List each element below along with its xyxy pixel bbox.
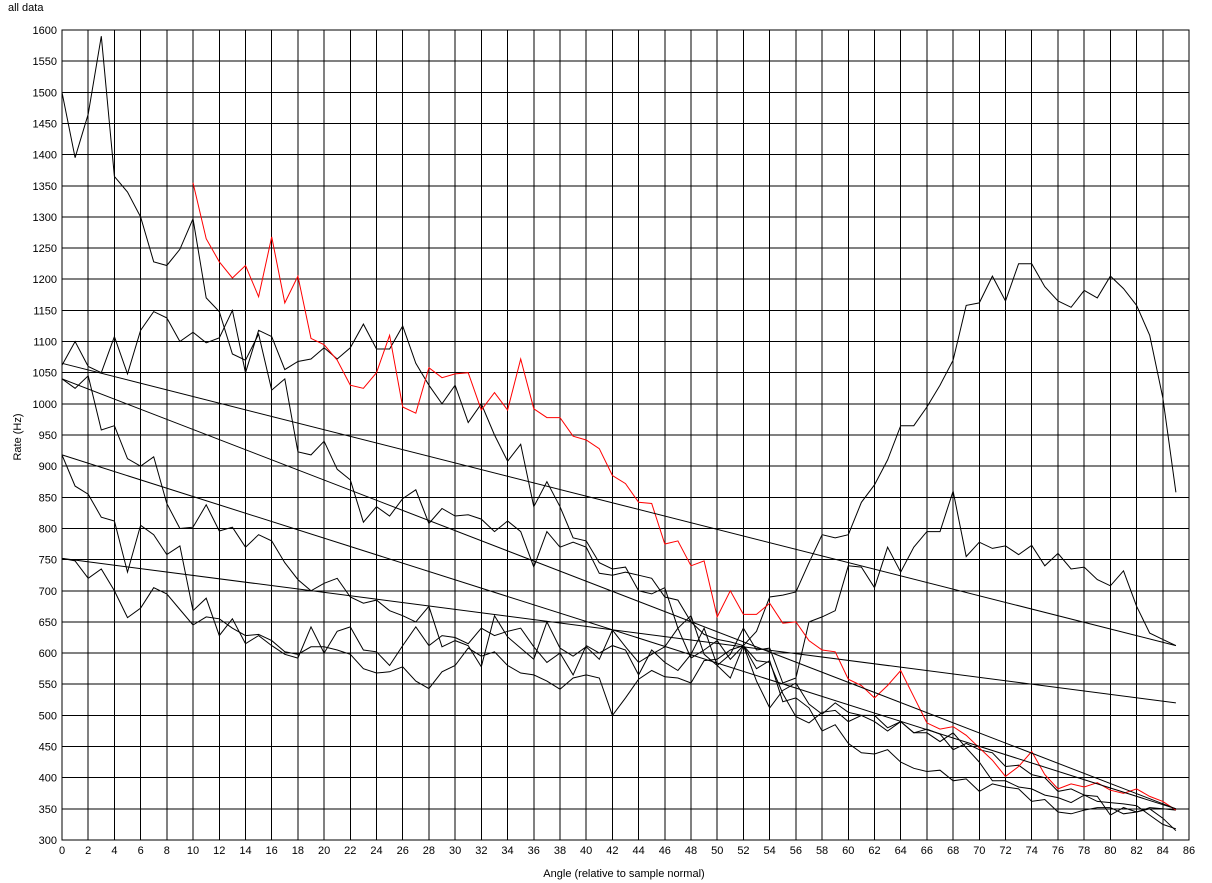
y-tick-label: 550 [39, 679, 57, 691]
x-tick-label: 38 [554, 845, 566, 857]
series-line-7 [61, 362, 1177, 647]
y-tick-label: 800 [39, 523, 57, 535]
x-tick-label: 28 [423, 845, 435, 857]
series-lines [61, 36, 1177, 832]
y-tick-label: 1500 [33, 87, 57, 99]
x-tick-label: 20 [318, 845, 330, 857]
x-tick-label: 52 [737, 845, 749, 857]
x-tick-label: 2 [85, 845, 91, 857]
x-tick-label: 70 [973, 845, 985, 857]
y-tick-label: 900 [39, 461, 57, 473]
y-tick-label: 1100 [33, 337, 57, 349]
x-tick-label: 22 [344, 845, 356, 857]
series-line-2 [61, 308, 1177, 684]
series-line-8 [61, 378, 1177, 810]
x-tick-label: 6 [138, 845, 144, 857]
x-axis-label: Angle (relative to sample normal) [543, 868, 704, 880]
x-tick-label: 34 [501, 845, 513, 857]
x-tick-label: 64 [895, 845, 907, 857]
x-tick-label: 26 [397, 845, 409, 857]
y-axis-label: Rate (Hz) [12, 413, 24, 460]
x-tick-label: 24 [370, 845, 382, 857]
x-tick-label: 72 [999, 845, 1011, 857]
y-tick-label: 300 [39, 835, 57, 847]
x-tick-label: 62 [868, 845, 880, 857]
y-tick-label: 1450 [33, 118, 57, 130]
y-tick-label: 1250 [33, 243, 57, 255]
x-tick-label: 50 [711, 845, 723, 857]
y-tick-label: 1300 [33, 212, 57, 224]
x-tick-label: 36 [528, 845, 540, 857]
series-line-5 [61, 557, 1177, 832]
series-line-4 [61, 454, 1176, 816]
x-tick-label: 10 [187, 845, 199, 857]
x-tick-label: 86 [1183, 845, 1195, 857]
y-tick-label: 500 [39, 710, 57, 722]
x-axis-ticks: 0 2 4 6 8 10 12 14 16 18 20 22 24 26 28 30 32 34 36 38 40 42 4… [59, 845, 1195, 857]
y-tick-label: 650 [39, 617, 57, 629]
series-line-6 [192, 182, 1177, 811]
x-tick-label: 0 [59, 845, 65, 857]
y-tick-label: 1200 [33, 274, 57, 286]
x-tick-label: 74 [1026, 845, 1038, 857]
x-tick-label: 40 [580, 845, 592, 857]
y-tick-label: 1150 [33, 305, 57, 317]
x-tick-label: 14 [239, 845, 251, 857]
x-tick-label: 32 [475, 845, 487, 857]
y-tick-label: 1600 [33, 25, 57, 37]
x-tick-label: 4 [111, 845, 117, 857]
y-tick-label: 400 [39, 773, 57, 785]
x-tick-label: 76 [1052, 845, 1064, 857]
y-tick-label: 1350 [33, 181, 57, 193]
y-tick-label: 350 [39, 804, 57, 816]
x-tick-label: 78 [1078, 845, 1090, 857]
plot-border [61, 29, 1190, 841]
y-axis-ticks: 300 350 400 450 500 550 600 650 700 750 800 850 900 9… [33, 25, 57, 847]
series-line-1 [61, 36, 1177, 647]
x-tick-label: 44 [632, 845, 644, 857]
x-tick-label: 82 [1130, 845, 1142, 857]
y-tick-label: 750 [39, 555, 57, 567]
x-tick-label: 12 [213, 845, 225, 857]
y-tick-label: 1400 [33, 150, 57, 162]
series-line-10 [61, 557, 1176, 704]
x-tick-label: 16 [266, 845, 278, 857]
y-tick-label: 450 [39, 742, 57, 754]
y-tick-label: 1550 [33, 56, 57, 68]
x-tick-label: 18 [292, 845, 304, 857]
x-tick-label: 54 [764, 845, 776, 857]
x-tick-label: 56 [790, 845, 802, 857]
grid [61, 29, 1190, 841]
x-tick-label: 46 [659, 845, 671, 857]
x-tick-label: 42 [606, 845, 618, 857]
x-tick-label: 58 [816, 845, 828, 857]
x-tick-label: 30 [449, 845, 461, 857]
chart-title: all data [8, 2, 44, 14]
series-line-3 [61, 374, 1177, 830]
plot-frame [61, 29, 1190, 841]
x-tick-label: 68 [947, 845, 959, 857]
x-tick-label: 60 [842, 845, 854, 857]
x-tick-label: 80 [1104, 845, 1116, 857]
x-tick-label: 66 [921, 845, 933, 857]
y-tick-label: 1050 [33, 368, 57, 380]
y-tick-label: 850 [39, 492, 57, 504]
x-tick-label: 84 [1157, 845, 1169, 857]
x-tick-label: 48 [685, 845, 697, 857]
y-tick-label: 950 [39, 430, 57, 442]
y-tick-label: 1000 [33, 399, 57, 411]
y-tick-label: 600 [39, 648, 57, 660]
y-tick-label: 700 [39, 586, 57, 598]
series-line-9 [61, 454, 1177, 810]
x-tick-label: 8 [164, 845, 170, 857]
